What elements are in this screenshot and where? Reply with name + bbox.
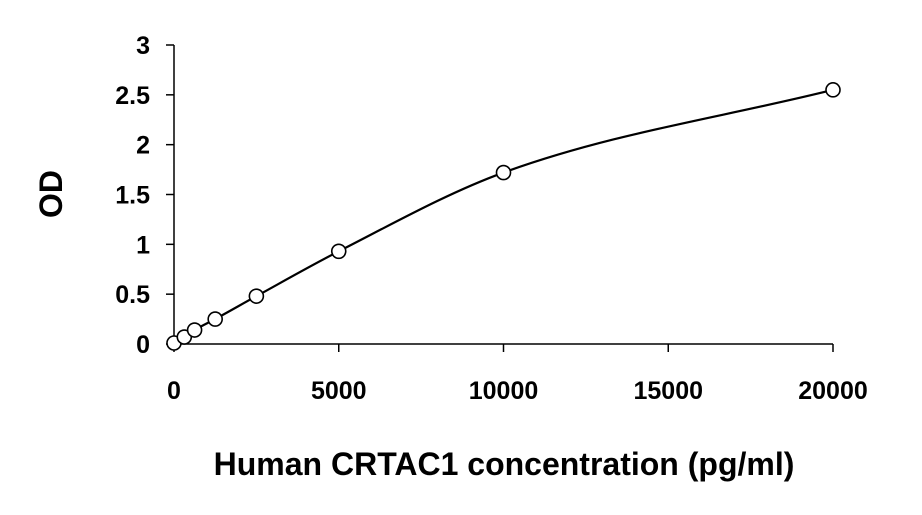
data-point <box>825 82 841 98</box>
x-tick-label: 0 <box>167 377 181 405</box>
y-tick-label: 0 <box>136 331 150 359</box>
x-tick-label: 5000 <box>311 377 367 405</box>
x-tick-label: 20000 <box>798 377 868 405</box>
data-point <box>248 288 265 304</box>
y-tick-label: 2 <box>136 132 150 160</box>
y-tick-label: 1.5 <box>115 182 150 210</box>
y-axis-title: OD <box>33 170 69 218</box>
x-tick-label: 10000 <box>469 377 539 405</box>
y-tick-label: 1 <box>136 231 150 259</box>
x-ticks: 0 5000 10000 15000 20000 <box>167 344 868 405</box>
fit-curve <box>173 88 834 344</box>
y-tick-label: 0.5 <box>115 281 150 309</box>
y-tick-label: 2.5 <box>115 82 150 110</box>
x-tick-label: 15000 <box>633 377 703 405</box>
data-point <box>186 322 203 338</box>
y-axis: 0 0.5 1 1.5 2 2.5 3 <box>115 32 175 359</box>
data-point <box>495 164 512 181</box>
y-ticks: 0 0.5 1 1.5 2 2.5 3 <box>115 32 174 359</box>
x-axis: 0 5000 10000 15000 20000 <box>167 343 868 405</box>
data-points <box>166 82 841 351</box>
data-point <box>207 311 223 327</box>
y-tick-label: 3 <box>136 32 150 60</box>
x-axis-title: Human CRTAC1 concentration (pg/ml) <box>214 446 795 482</box>
data-point <box>330 243 347 260</box>
